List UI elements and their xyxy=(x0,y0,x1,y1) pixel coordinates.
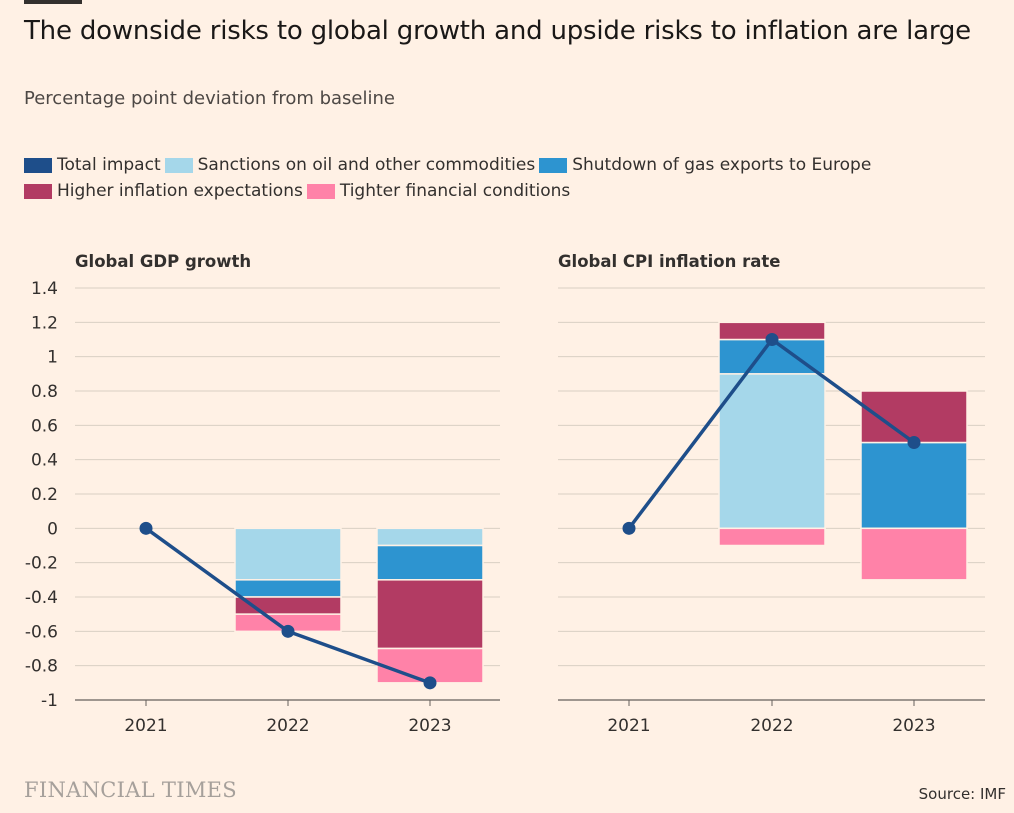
source-note: Source: IMF xyxy=(918,785,1006,803)
gdp-x-tick-label: 2022 xyxy=(266,716,309,736)
legend-label-inflation-expectations: Higher inflation expectations xyxy=(57,181,303,201)
legend: Total impact Sanctions on oil and other … xyxy=(24,152,1004,204)
gdp-x-tick-label: 2021 xyxy=(124,716,167,736)
legend-label-sanctions: Sanctions on oil and other commodities xyxy=(197,155,536,175)
cpi-bar-2023-tighter-financial-conditions xyxy=(860,527,968,581)
cpi-panel-title: Global CPI inflation rate xyxy=(558,252,780,271)
legend-label-financial-conditions: Tighter financial conditions xyxy=(339,181,571,201)
legend-label-total-impact: Total impact xyxy=(57,155,161,175)
gdp-total-impact-point-2022 xyxy=(281,624,295,638)
legend-row-1: Total impact Sanctions on oil and other … xyxy=(24,152,1004,178)
gdp-bar-2023-higher-inflation-expectations xyxy=(376,579,484,650)
gdp-total-impact-point-2021 xyxy=(139,521,153,535)
legend-label-gas-shutdown: Shutdown of gas exports to Europe xyxy=(572,155,872,175)
gdp-x-tick-label: 2023 xyxy=(408,716,451,736)
chart-subtitle: Percentage point deviation from baseline xyxy=(24,88,395,109)
gdp-bar-2022-sanctions-on-oil-and-other-commodities xyxy=(234,527,342,581)
y-tick-label: -0.4 xyxy=(25,588,58,608)
y-tick-label: 0 xyxy=(47,519,58,539)
legend-item-total-impact: Total impact xyxy=(24,155,161,175)
cpi-total-impact-point-2022 xyxy=(765,333,779,346)
legend-item-inflation-expectations: Higher inflation expectations xyxy=(24,181,303,201)
ft-logo: FINANCIAL TIMES xyxy=(24,778,237,802)
legend-swatch-sanctions xyxy=(164,157,193,173)
legend-row-2: Higher inflation expectations Tighter fi… xyxy=(24,178,1004,204)
legend-swatch-financial-conditions xyxy=(306,183,335,199)
y-tick-label: 0.4 xyxy=(31,451,58,471)
legend-swatch-total-impact xyxy=(24,157,52,173)
y-tick-label: 0.2 xyxy=(31,485,58,505)
y-tick-label: 0.6 xyxy=(31,416,58,436)
cpi-total-impact-point-2021 xyxy=(622,521,636,535)
legend-item-sanctions: Sanctions on oil and other commodities xyxy=(164,155,536,175)
gdp-panel-title: Global GDP growth xyxy=(75,252,251,271)
cpi-bar-2022-sanctions-on-oil-and-other-commodities xyxy=(718,373,826,530)
cpi-x-tick-label: 2021 xyxy=(607,716,650,736)
y-tick-label: 1.4 xyxy=(31,279,58,299)
cpi-x-tick-label: 2022 xyxy=(750,716,793,736)
legend-swatch-inflation-expectations xyxy=(24,183,52,199)
y-tick-label: -0.2 xyxy=(25,554,58,574)
gdp-bar-2022-shutdown-of-gas-exports-to-europe xyxy=(234,579,342,598)
y-tick-label: -1 xyxy=(41,691,58,711)
chart-title: The downside risks to global growth and … xyxy=(24,16,971,46)
header-rule xyxy=(24,0,82,4)
cpi-bar-2023-shutdown-of-gas-exports-to-europe xyxy=(860,441,968,530)
gdp-bar-2023-sanctions-on-oil-and-other-commodities xyxy=(376,527,484,547)
cpi-bar-2022-tighter-financial-conditions xyxy=(718,527,826,547)
y-tick-label: 1 xyxy=(47,348,58,368)
gdp-bar-2023-shutdown-of-gas-exports-to-europe xyxy=(376,544,484,581)
y-tick-label: -0.8 xyxy=(25,657,58,677)
y-tick-label: 0.8 xyxy=(31,382,58,402)
gdp-total-impact-point-2023 xyxy=(423,676,437,690)
legend-swatch-gas-shutdown xyxy=(539,157,568,173)
cpi-x-tick-label: 2023 xyxy=(892,716,935,736)
legend-item-financial-conditions: Tighter financial conditions xyxy=(306,181,571,201)
legend-item-gas-shutdown: Shutdown of gas exports to Europe xyxy=(539,155,871,175)
y-tick-label: -0.6 xyxy=(25,622,58,642)
y-tick-label: 1.2 xyxy=(31,313,58,333)
cpi-total-impact-point-2023 xyxy=(907,436,921,449)
